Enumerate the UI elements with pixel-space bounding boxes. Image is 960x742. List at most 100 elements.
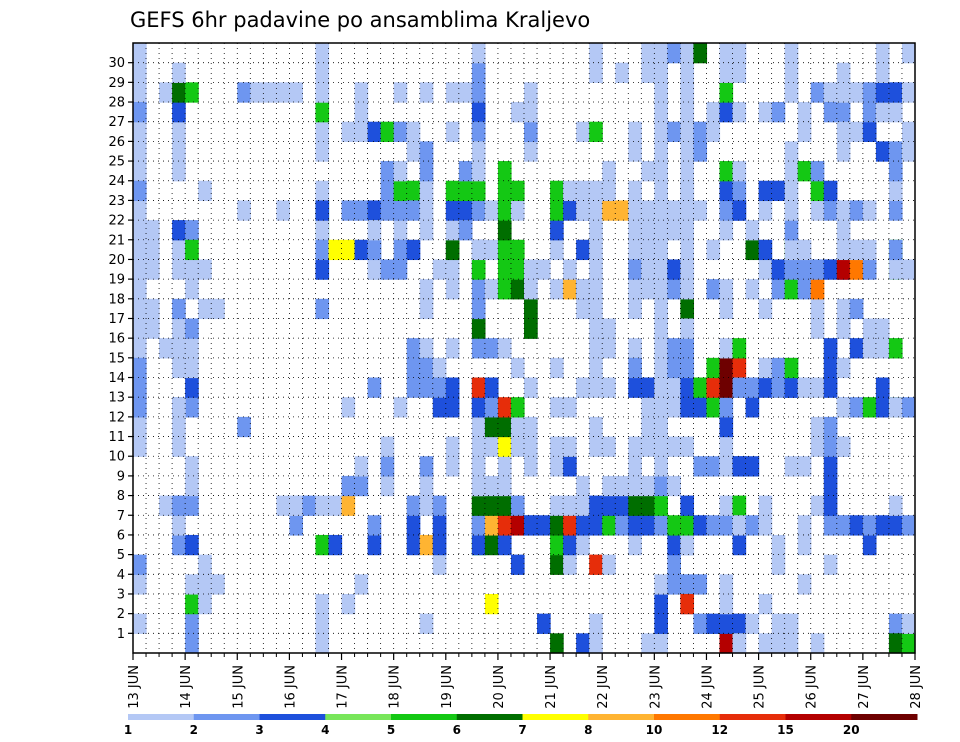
precip-cell	[888, 200, 903, 221]
precip-cell	[771, 279, 786, 300]
precip-cell	[628, 220, 642, 241]
precip-cell	[315, 62, 330, 83]
precip-cell	[810, 82, 825, 103]
precip-cell	[133, 574, 147, 595]
precip-cell	[901, 259, 916, 280]
precip-cell	[185, 495, 199, 516]
precip-cell	[823, 475, 838, 497]
precip-cell	[654, 613, 668, 634]
precip-cell	[445, 180, 460, 202]
precip-cell	[315, 534, 330, 556]
precip-cell	[680, 141, 695, 162]
precip-cell	[836, 436, 851, 457]
precip-cell	[367, 534, 382, 556]
precip-cell	[497, 200, 512, 221]
precip-cell	[680, 574, 695, 595]
precip-cell	[836, 357, 851, 379]
precip-cell	[315, 593, 330, 615]
precip-cell	[875, 43, 890, 64]
precip-cell	[823, 495, 838, 516]
precip-cell	[836, 102, 851, 123]
precip-cell	[888, 515, 903, 536]
precip-cell	[497, 495, 512, 516]
precip-cell	[654, 593, 668, 615]
precip-cell	[706, 397, 721, 418]
precip-cell	[445, 279, 460, 300]
precip-cell	[836, 220, 851, 241]
y-tick-label: 24	[108, 174, 125, 189]
precip-cell	[654, 495, 668, 516]
precip-cell	[484, 475, 499, 497]
precip-cell	[524, 377, 538, 398]
precip-cell	[471, 377, 486, 398]
x-tick-label: 20 JUN	[492, 665, 507, 709]
precip-cell	[862, 515, 877, 536]
precip-cell	[888, 338, 903, 359]
precip-cell	[576, 633, 590, 654]
precip-cell	[823, 180, 838, 202]
colorbar-label: 20	[843, 723, 860, 737]
precip-cell	[172, 534, 186, 556]
precip-cell	[445, 397, 460, 418]
precip-cell	[510, 495, 525, 516]
precip-cell	[680, 495, 695, 516]
precip-cell	[524, 298, 538, 320]
precip-cell	[133, 121, 147, 142]
precip-cell	[836, 298, 851, 320]
precip-cell	[667, 259, 681, 280]
precip-cell	[836, 397, 851, 418]
precip-cell	[901, 121, 916, 142]
precip-cell	[667, 43, 681, 64]
precip-cell	[159, 338, 173, 359]
precip-cell	[732, 62, 747, 83]
precip-cell	[471, 456, 486, 477]
precip-cell	[719, 397, 734, 418]
precip-cell	[380, 456, 395, 477]
precip-cell	[784, 259, 799, 280]
precip-cell	[602, 495, 616, 516]
precip-cell	[641, 259, 655, 280]
precip-cell	[576, 534, 590, 556]
precip-cell	[471, 534, 486, 556]
precip-cell	[484, 377, 499, 398]
precip-cell	[602, 515, 616, 536]
precip-cell	[862, 82, 877, 103]
precip-cell	[185, 279, 199, 300]
precip-cell	[367, 377, 382, 398]
precip-cell	[719, 102, 734, 123]
precip-cell	[471, 180, 486, 202]
precip-cell	[250, 82, 264, 103]
precip-cell	[680, 82, 695, 103]
precip-cell	[510, 200, 525, 221]
precip-cell	[836, 239, 851, 261]
precip-cell	[537, 259, 551, 280]
precip-cell	[367, 259, 382, 280]
precip-cell	[484, 436, 499, 457]
precip-cell	[393, 397, 408, 418]
precip-cell	[784, 357, 799, 379]
precip-cell	[680, 239, 695, 261]
precip-cell	[185, 239, 199, 261]
precip-cell	[901, 397, 916, 418]
precip-cell	[445, 377, 460, 398]
precip-cell	[497, 220, 512, 241]
precip-cell	[133, 43, 147, 64]
precip-cell	[667, 554, 681, 575]
precip-cell	[510, 554, 525, 575]
precip-cell	[901, 613, 916, 634]
precip-cell	[589, 515, 603, 536]
precip-cell	[367, 239, 382, 261]
precip-cell	[641, 239, 655, 261]
precip-cell	[133, 200, 147, 221]
precip-cell	[133, 239, 147, 261]
precip-cell	[445, 436, 460, 457]
y-tick-label: 15	[108, 351, 125, 366]
precip-cell	[185, 574, 199, 595]
precip-cell	[784, 456, 799, 477]
precip-cell	[315, 102, 330, 123]
precip-cell	[471, 121, 486, 142]
precip-cell	[510, 357, 525, 379]
precip-cell	[458, 180, 473, 202]
precip-cell	[719, 82, 734, 103]
x-tick-label: 14 JUN	[179, 665, 194, 709]
